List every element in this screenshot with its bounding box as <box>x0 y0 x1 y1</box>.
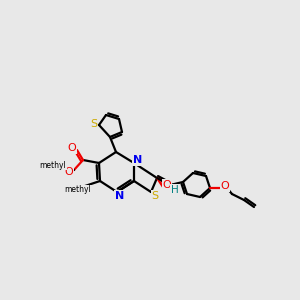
Text: O: O <box>220 181 230 191</box>
Text: O: O <box>163 180 171 190</box>
Text: H: H <box>171 185 179 195</box>
Text: methyl: methyl <box>40 160 66 169</box>
Text: O: O <box>64 167 74 177</box>
Text: methyl: methyl <box>64 185 92 194</box>
Text: N: N <box>116 191 124 201</box>
Text: O: O <box>68 143 76 153</box>
Text: S: S <box>90 119 98 129</box>
Text: N: N <box>134 155 142 165</box>
Text: S: S <box>152 191 159 201</box>
